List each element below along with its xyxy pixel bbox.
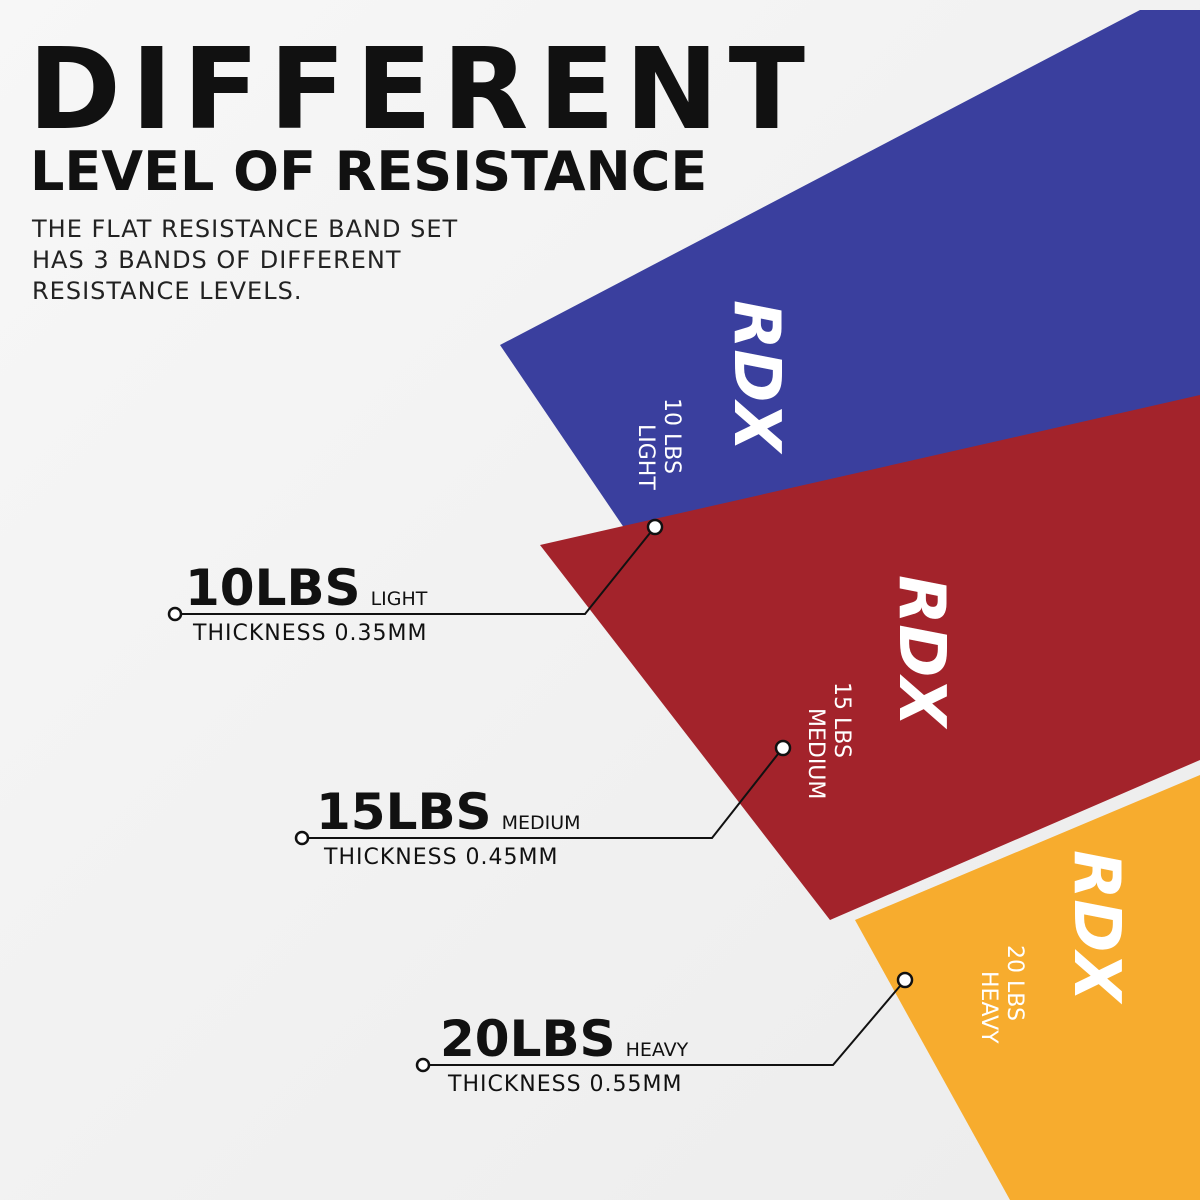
callout-weight: 10LBS: [185, 559, 361, 617]
callout-level: LIGHT: [371, 588, 428, 610]
callout-weight: 20LBS: [440, 1010, 616, 1068]
callout-line: [429, 985, 901, 1066]
description-line: HAS 3 BANDS OF DIFFERENT: [32, 246, 402, 274]
callout-dot: [294, 830, 310, 846]
band-brand: RDX: [884, 575, 958, 729]
callout-dot: [646, 518, 664, 536]
callout-level: HEAVY: [626, 1039, 689, 1061]
callout-dot: [774, 739, 792, 757]
description-line: THE FLAT RESISTANCE BAND SET: [31, 215, 458, 243]
band-red: [540, 395, 1200, 920]
band-level: LIGHT: [633, 424, 658, 490]
callout-thickness: THICKNESS 0.35MM: [192, 621, 428, 646]
callout-weight: 15LBS: [316, 783, 492, 841]
description-line: RESISTANCE LEVELS.: [32, 277, 302, 305]
callout-dot: [896, 971, 914, 989]
callout-line: [181, 532, 651, 615]
subtitle: LEVEL OF RESISTANCE: [30, 140, 707, 203]
band-weight: 10 LBS: [659, 398, 684, 474]
callout-dot: [167, 606, 183, 622]
band-level: MEDIUM: [803, 708, 828, 799]
band-weight: 15 LBS: [829, 682, 854, 758]
callout-level: MEDIUM: [502, 812, 581, 834]
band-brand: RDX: [1059, 850, 1133, 1004]
band-brand: RDX: [719, 300, 793, 454]
callout-line: [308, 753, 779, 839]
title: DIFFERENT: [28, 25, 815, 155]
band-level: HEAVY: [976, 971, 1001, 1044]
callout-thickness: THICKNESS 0.45MM: [323, 845, 559, 870]
band-weight: 20 LBS: [1002, 945, 1027, 1021]
callout-thickness: THICKNESS 0.55MM: [447, 1072, 683, 1097]
band-yellow: [855, 775, 1200, 1200]
callout-dot: [415, 1057, 431, 1073]
